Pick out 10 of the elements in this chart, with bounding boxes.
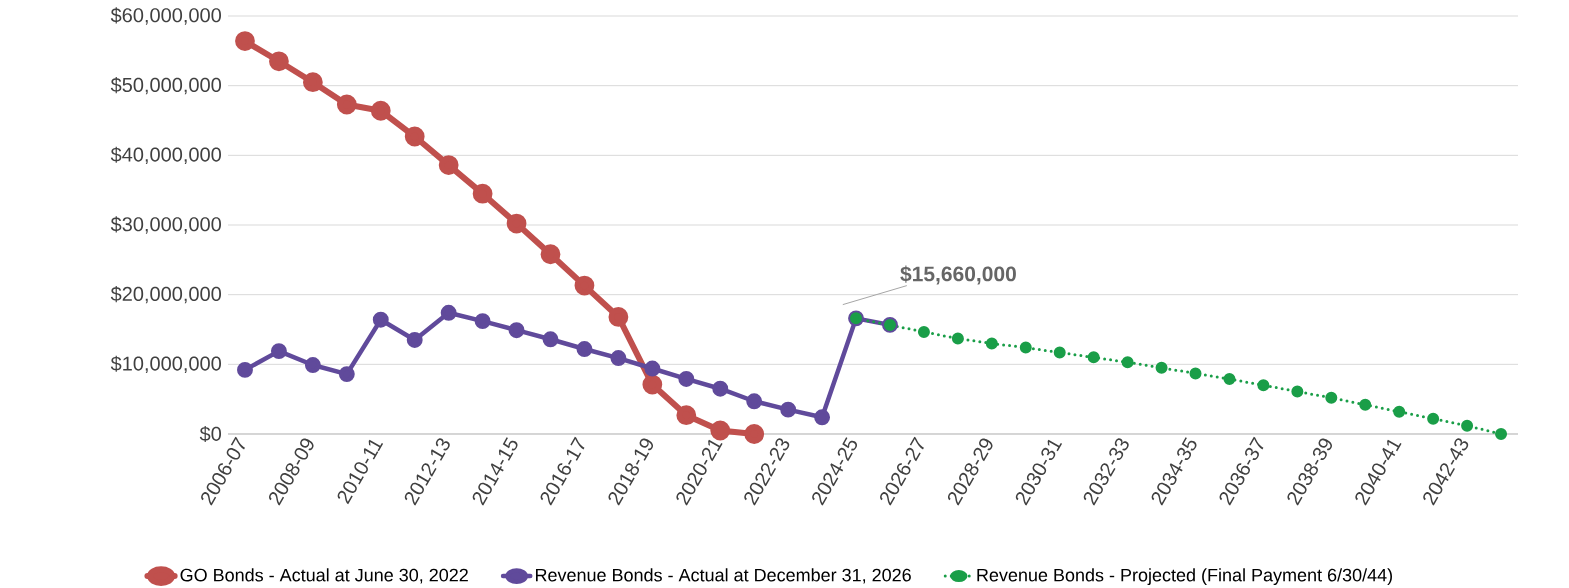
- annotation: $15,660,000: [900, 265, 1016, 285]
- y-tick-label: $10,000,000: [110, 355, 221, 374]
- legend-label: Revenue Bonds - Actual at December 31, 2026: [536, 568, 911, 584]
- legend-label: GO Bonds - Actual at June 30, 2022: [180, 568, 468, 584]
- y-tick-label: $60,000,000: [110, 7, 221, 25]
- legend-label: Revenue Bonds - Projected (Final Payment 6/30/44): [977, 568, 1392, 586]
- y-tick-label: $20,000,000: [110, 285, 221, 304]
- y-tick-label: $30,000,000: [110, 216, 221, 234]
- y-tick-label: $40,000,000: [110, 146, 221, 165]
- y-tick-label: $50,000,000: [110, 76, 221, 95]
